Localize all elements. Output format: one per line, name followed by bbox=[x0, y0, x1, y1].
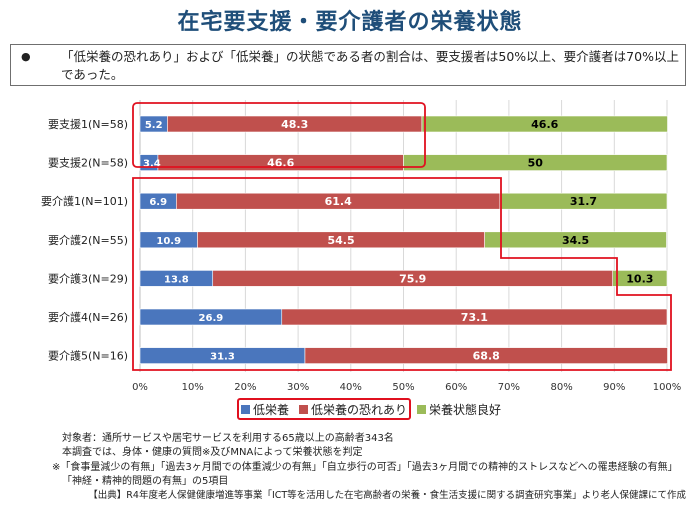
bar-segment bbox=[499, 192, 668, 210]
x-tick-label: 40% bbox=[340, 382, 362, 393]
category-label: 要支援2(N=58) bbox=[48, 156, 128, 170]
data-label: 54.5 bbox=[327, 234, 354, 247]
x-tick-label: 60% bbox=[445, 382, 467, 393]
data-label: 73.1 bbox=[461, 311, 488, 324]
data-labels: 5.2 48.3 46.63.4 46.6 506.9 61.4 31.710.9 54.5 3… bbox=[143, 118, 653, 363]
x-tick-label: 70% bbox=[498, 382, 520, 393]
category-label: 要介護1(N=101) bbox=[41, 194, 128, 208]
data-label: 46.6 bbox=[531, 118, 558, 131]
category-label: 要介護2(N=55) bbox=[48, 233, 128, 247]
data-label: 5.2 bbox=[145, 120, 163, 131]
category-labels: 要支援1(N=58) 要支援2(N=58) 要介護1(N=101) 要介護2(N=55… bbox=[41, 117, 128, 363]
legend-label-risk: 低栄養の恐れあり bbox=[311, 402, 408, 417]
bar-segment bbox=[421, 115, 668, 133]
care-group-highlight bbox=[132, 177, 672, 371]
legend-swatch-low bbox=[241, 404, 250, 414]
bar-segment bbox=[304, 347, 668, 364]
bar-segment bbox=[281, 308, 668, 326]
data-label: 48.3 bbox=[281, 118, 308, 131]
x-tick-label: 50% bbox=[392, 382, 414, 393]
category-label: 要介護4(N=26) bbox=[48, 310, 128, 324]
category-label: 要介護3(N=29) bbox=[48, 271, 128, 285]
x-tick-label: 100% bbox=[653, 382, 682, 393]
x-tick-labels: 0% 10% 20% 30% 40% 50% 60% 70% 80% 90% 100% bbox=[132, 382, 681, 393]
data-label: 61.4 bbox=[325, 195, 352, 208]
data-label: 31.3 bbox=[210, 352, 235, 363]
category-label: 要介護5(N=16) bbox=[48, 349, 128, 363]
legend-label-good: 栄養状態良好 bbox=[429, 402, 502, 417]
legend: 低栄養 低栄養の恐れあり 栄養状態良好 bbox=[241, 399, 511, 419]
bar-segment bbox=[484, 231, 667, 249]
note-subjects: 対象者：通所サービスや居宅サービスを利用する65歳以上の高齢者343名 bbox=[62, 433, 394, 444]
legend-item-low: 低栄養 bbox=[241, 401, 289, 418]
support-group-highlight bbox=[132, 102, 426, 168]
legend-item-good: 栄養状態良好 bbox=[417, 401, 501, 418]
source-citation: 【出典】R4年度老人保健健康増進等事業「ICT等を活用した在宅高齢者の栄養・食生… bbox=[88, 490, 686, 501]
data-label: 34.5 bbox=[562, 234, 589, 247]
summary-text: 「低栄養の恐れあり」および「低栄養」の状態である者の割合は、要支援者は50%以上… bbox=[61, 49, 679, 82]
category-label: 要支援1(N=58) bbox=[48, 117, 128, 131]
x-tick-label: 0% bbox=[132, 382, 148, 393]
data-label: 68.8 bbox=[473, 350, 500, 363]
x-tick-label: 20% bbox=[234, 382, 256, 393]
data-label: 6.9 bbox=[149, 197, 167, 208]
bullet-icon: ● bbox=[21, 50, 31, 63]
bar-segment bbox=[403, 154, 668, 171]
data-label: 3.4 bbox=[143, 159, 161, 170]
page-title: 在宅要支援・要介護者の栄養状態 bbox=[177, 10, 523, 35]
data-label: 31.7 bbox=[570, 195, 597, 208]
x-tick-label: 30% bbox=[287, 382, 309, 393]
x-tick-label: 10% bbox=[182, 382, 204, 393]
legend-swatch-risk bbox=[299, 404, 309, 414]
data-label: 75.9 bbox=[399, 272, 426, 285]
data-label: 13.8 bbox=[164, 274, 189, 285]
legend-swatch-good bbox=[417, 404, 427, 414]
data-label: 10.9 bbox=[156, 236, 181, 247]
bars bbox=[139, 115, 668, 364]
summary-box: ● 「低栄養の恐れあり」および「低栄養」の状態である者の割合は、要支援者は50%… bbox=[10, 44, 686, 86]
data-label: 50 bbox=[528, 157, 544, 170]
legend-label-low: 低栄養 bbox=[253, 402, 290, 417]
legend-highlight-box bbox=[237, 398, 411, 420]
legend-item-risk: 低栄養の恐れあり bbox=[299, 401, 407, 418]
bar-segment bbox=[612, 270, 668, 287]
x-tick-label: 90% bbox=[603, 382, 625, 393]
note-items: ※「食事量減少の有無」「過去3ヶ月間での体重減少の有無」「自立歩行の可否」「過去… bbox=[52, 462, 678, 473]
data-label: 26.9 bbox=[199, 313, 224, 324]
data-label: 10.3 bbox=[626, 272, 653, 285]
highlight-outlines bbox=[132, 102, 672, 371]
x-tick-label: 80% bbox=[550, 382, 572, 393]
note-method: 本調査では、身体・健康の質問※及びMNAによって栄養状態を判定 bbox=[62, 447, 363, 458]
note-items-cont: 「神経・精神的問題の有無」の5項目 bbox=[62, 476, 229, 487]
